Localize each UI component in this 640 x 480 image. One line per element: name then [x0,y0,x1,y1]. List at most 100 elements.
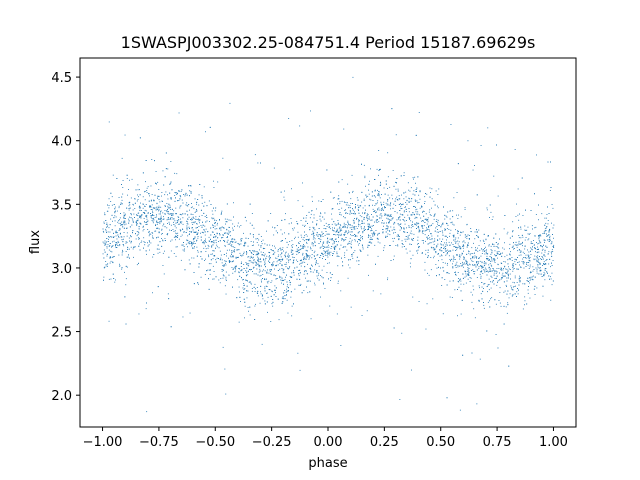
data-point [228,232,230,234]
data-point [203,241,205,243]
data-point [482,239,484,241]
data-point [380,217,382,219]
data-point [334,249,336,250]
data-point [192,224,194,225]
data-point [201,226,203,228]
data-point [418,231,420,233]
data-point [533,244,535,246]
data-point [497,253,499,255]
data-point [464,276,466,278]
data-point [121,196,123,198]
data-point [504,275,506,277]
data-point [333,242,335,244]
data-point [416,213,418,215]
data-point [379,168,381,170]
data-point [379,217,380,219]
data-point [156,202,158,204]
data-point [291,245,293,247]
data-point [520,266,522,268]
data-point [238,249,240,251]
data-point [266,286,268,287]
data-point [293,272,295,274]
data-point [197,236,199,237]
data-point [376,168,378,170]
data-point [537,262,539,263]
data-point [288,259,290,261]
data-point [299,278,301,280]
data-point [283,272,285,274]
data-point [384,245,386,247]
data-point [186,210,188,212]
data-point [398,218,399,220]
data-point [453,239,454,241]
data-point [158,231,160,233]
data-point [484,253,486,255]
data-point [307,255,308,256]
data-point [403,228,405,230]
data-point [290,291,292,293]
data-point [326,250,328,252]
data-point [546,271,548,273]
data-point [450,222,452,224]
data-point [282,259,283,261]
data-point [527,264,529,266]
data-point [187,214,189,216]
data-point [137,231,139,233]
data-point [387,203,389,205]
data-point [116,178,118,179]
data-point [419,207,421,209]
data-point [449,280,451,282]
data-point [332,197,334,199]
data-point [311,254,313,255]
data-point [454,246,456,247]
data-point [200,251,202,253]
data-point [222,269,224,271]
data-point [333,247,335,249]
data-point [335,234,337,236]
data-point [347,222,349,224]
data-point [354,234,356,235]
data-point [504,261,506,263]
data-point [412,193,414,195]
data-point [551,222,552,224]
data-point [247,264,249,266]
data-point [270,273,272,275]
data-point [202,224,204,226]
data-point [449,244,451,246]
data-point [305,277,306,279]
data-point [135,221,137,223]
data-point [243,253,245,254]
data-point [353,220,355,222]
data-point [483,264,485,266]
data-point [116,238,118,240]
data-point [303,237,305,238]
data-point [465,282,467,284]
data-point [513,268,515,269]
data-point [431,198,433,200]
data-point [165,168,167,170]
data-point [482,290,484,292]
data-point [213,180,214,182]
data-point [299,263,301,265]
data-point [493,258,495,259]
data-point [447,211,449,213]
data-point [368,224,370,226]
data-point [372,216,374,218]
data-point [200,236,202,238]
data-point [110,278,112,280]
data-point [120,232,121,234]
data-point [301,236,303,238]
data-point [534,193,535,195]
data-point [445,250,447,252]
data-point [460,290,462,292]
data-point [112,245,114,247]
data-point [326,250,328,252]
data-point [363,164,365,166]
data-point [325,252,326,253]
data-point [544,233,546,234]
data-point [209,269,211,271]
data-point [260,246,262,248]
data-point [527,292,529,294]
data-point [180,214,182,216]
data-point [396,212,398,214]
